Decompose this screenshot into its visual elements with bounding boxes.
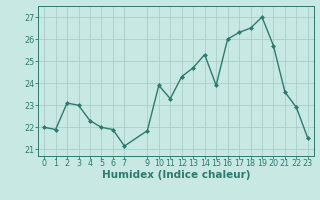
X-axis label: Humidex (Indice chaleur): Humidex (Indice chaleur) <box>102 170 250 180</box>
